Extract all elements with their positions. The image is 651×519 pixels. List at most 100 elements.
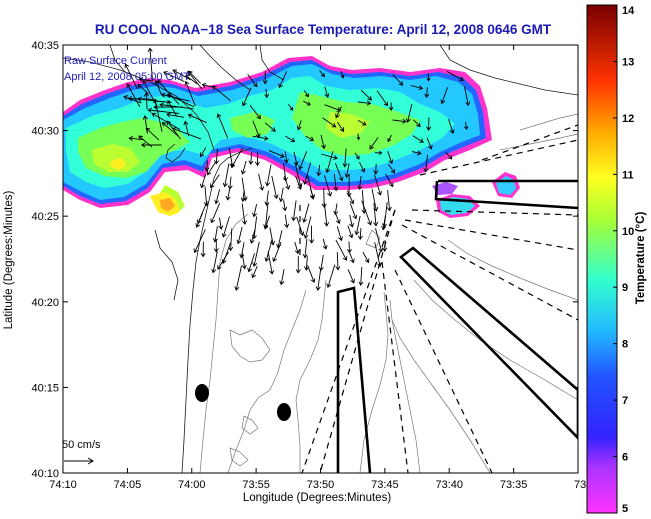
current-vector <box>288 104 294 111</box>
current-vector <box>356 133 361 141</box>
current-vector <box>199 147 207 158</box>
current-vector <box>193 229 206 254</box>
current-vector <box>334 163 344 182</box>
current-vector <box>333 203 339 216</box>
current-vector <box>147 107 180 114</box>
current-vector <box>294 241 300 255</box>
current-vector <box>342 148 348 168</box>
current-vector <box>272 241 282 263</box>
current-vector <box>284 214 290 229</box>
current-vector <box>183 120 190 137</box>
current-vector <box>303 216 312 239</box>
current-vector <box>185 75 198 85</box>
current-vector <box>347 225 354 239</box>
legend-line-1: Raw Surface Current <box>64 55 167 67</box>
current-vector <box>143 92 149 110</box>
current-vector <box>285 135 296 143</box>
current-vector <box>264 190 270 207</box>
current-vector <box>204 160 210 172</box>
current-vector <box>426 117 432 131</box>
current-vector <box>236 226 243 245</box>
current-vector <box>268 149 285 158</box>
x-tick-label: 73:35 <box>500 479 528 491</box>
current-vector <box>448 118 455 135</box>
current-vector <box>171 127 202 140</box>
current-vector <box>264 122 276 132</box>
colorbar-tick-label: 14 <box>622 5 635 17</box>
current-vector <box>200 241 206 258</box>
current-vector <box>127 96 154 102</box>
current-vector <box>335 106 342 119</box>
current-vector <box>230 147 244 169</box>
current-vector <box>210 174 220 189</box>
sst-lime-patches <box>92 112 370 214</box>
current-vector <box>184 80 196 107</box>
current-vector <box>358 161 366 173</box>
current-vector <box>446 70 464 82</box>
colorbar-label: Temperature (°C) <box>635 212 647 305</box>
current-vector <box>335 212 341 225</box>
x-tick-label: 73:55 <box>242 479 270 491</box>
colorbar <box>586 4 618 514</box>
current-vector <box>240 160 247 175</box>
current-vector <box>381 215 387 231</box>
current-vector <box>167 99 178 117</box>
current-vector <box>357 228 363 241</box>
current-vector <box>296 216 305 237</box>
y-tick-label: 40:20 <box>31 297 59 309</box>
current-vector <box>387 151 394 165</box>
colorbar-tick-label: 7 <box>622 395 628 407</box>
current-vector <box>142 79 157 106</box>
current-vector <box>157 79 180 105</box>
current-vector <box>252 135 269 141</box>
current-vector <box>309 225 315 244</box>
current-vector <box>424 87 430 99</box>
current-vector <box>304 256 310 271</box>
current-vector <box>218 217 224 230</box>
current-vector <box>248 151 254 166</box>
current-vector <box>199 173 207 189</box>
current-vector <box>302 203 310 223</box>
current-vector <box>320 134 326 150</box>
current-vector <box>153 104 183 110</box>
current-vector <box>374 150 383 155</box>
current-vector <box>413 119 421 128</box>
current-vector <box>234 265 242 292</box>
current-vector <box>324 86 330 99</box>
y-tick-label: 40:10 <box>31 468 59 480</box>
current-vector <box>376 90 389 107</box>
x-tick-label: 73:40 <box>435 479 463 491</box>
current-vector <box>298 151 308 170</box>
current-vector <box>333 173 339 192</box>
colorbar-ticks: 5 6 7 8 9 10 11 12 13 14 <box>613 4 635 515</box>
current-vector <box>349 203 358 220</box>
current-vector <box>346 190 355 205</box>
current-vector <box>251 265 258 279</box>
current-vector <box>225 188 231 201</box>
x-axis-label: Longitude (Degrees:Minutes) <box>243 492 391 504</box>
current-vector <box>283 151 289 164</box>
current-vector <box>349 252 355 264</box>
current-vector <box>346 241 352 254</box>
current-vector <box>325 151 334 174</box>
colorbar-tick-label: 5 <box>622 503 628 515</box>
current-vector <box>247 253 256 273</box>
current-vector <box>464 86 471 107</box>
current-vector <box>340 71 345 79</box>
current-vector <box>254 151 260 167</box>
current-vector <box>241 203 248 225</box>
sst-orange-patch <box>160 198 175 212</box>
current-vector <box>362 251 370 264</box>
x-tick-label: 73:50 <box>307 479 335 491</box>
y-axis: 40:35 40:30 40:25 40:20 40:15 40:10 <box>31 40 578 480</box>
colorbar-tick-label: 8 <box>622 339 628 351</box>
current-vector <box>388 163 395 174</box>
current-vector <box>309 188 315 199</box>
x-axis: 74:10 74:05 74:00 73:55 73:50 73:45 73:40 73:35… <box>49 45 595 491</box>
current-vector <box>322 117 337 128</box>
current-vector <box>373 203 379 227</box>
current-vector <box>207 161 216 176</box>
current-vector <box>440 87 448 105</box>
current-vector <box>241 177 248 202</box>
current-vector <box>375 228 384 253</box>
